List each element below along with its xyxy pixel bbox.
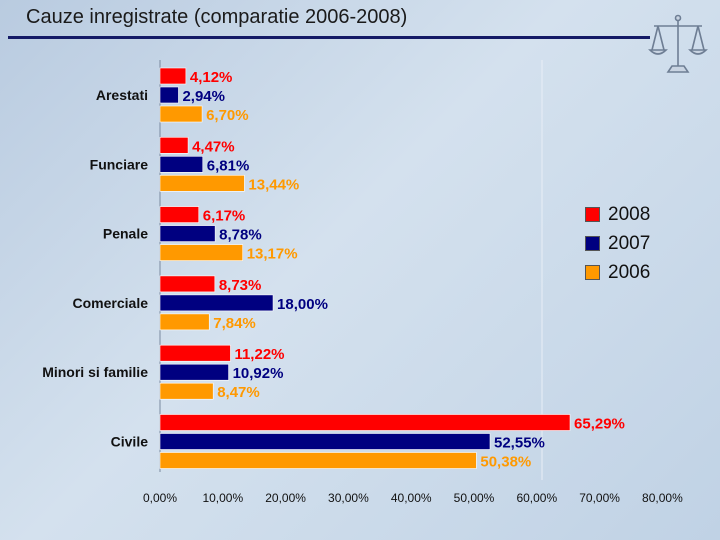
data-label: 13,17% xyxy=(247,246,298,263)
category-label: Arestati xyxy=(96,87,148,103)
bar-2008 xyxy=(159,137,189,154)
data-label: 11,22% xyxy=(234,346,284,363)
bar-2008 xyxy=(159,344,231,362)
data-label: 6,70% xyxy=(206,107,249,124)
legend-item-2006: 2006 xyxy=(585,258,650,287)
bar-2006 xyxy=(159,244,244,261)
data-label: 10,92% xyxy=(233,365,284,382)
x-tick-label: 70,00% xyxy=(579,491,620,505)
x-tick-label: 20,00% xyxy=(265,491,306,505)
title-underline xyxy=(8,36,650,39)
data-label: 4,47% xyxy=(192,138,235,155)
bar-2006 xyxy=(159,382,214,400)
data-label: 2,94% xyxy=(182,88,225,105)
bar-2006 xyxy=(159,313,210,331)
bar-2006 xyxy=(159,175,245,192)
x-tick-label: 50,00% xyxy=(454,491,495,505)
bar-2008 xyxy=(159,275,216,293)
x-tick-label: 30,00% xyxy=(328,491,369,505)
bar-2006 xyxy=(159,105,203,123)
data-label: 6,81% xyxy=(207,157,250,174)
legend-item-2008: 2008 xyxy=(585,200,650,229)
category-label: Funciare xyxy=(90,156,149,172)
bar-2008 xyxy=(159,414,571,431)
x-tick-label: 80,00% xyxy=(642,491,683,505)
bar-2007 xyxy=(159,225,216,242)
x-tick-label: 10,00% xyxy=(202,491,243,505)
bar-2008 xyxy=(159,67,187,85)
scales-of-justice-icon xyxy=(648,14,708,73)
bar-2007 xyxy=(159,156,204,173)
data-label: 8,78% xyxy=(219,227,262,244)
bar-2007 xyxy=(159,363,229,381)
data-label: 8,73% xyxy=(219,277,262,294)
data-label: 13,44% xyxy=(248,176,299,193)
data-label: 4,12% xyxy=(190,69,233,86)
bar-2006 xyxy=(159,452,477,469)
legend-label: 2007 xyxy=(608,232,651,254)
data-label: 50,38% xyxy=(480,454,531,471)
data-label: 8,47% xyxy=(217,384,260,401)
category-label: Comerciale xyxy=(73,295,149,311)
page-title: Cauze inregistrate (comparatie 2006-2008… xyxy=(26,6,408,28)
legend-label: 2008 xyxy=(608,203,651,225)
bar-2008 xyxy=(159,206,200,223)
x-tick-label: 60,00% xyxy=(516,491,557,505)
data-label: 7,84% xyxy=(213,315,256,332)
category-label: Penale xyxy=(103,226,148,242)
legend-label: 2006 xyxy=(608,261,651,283)
data-label: 65,29% xyxy=(574,416,625,433)
data-label: 52,55% xyxy=(494,435,545,452)
legend-swatch xyxy=(585,207,600,222)
data-label: 6,17% xyxy=(203,208,246,225)
legend-item-2007: 2007 xyxy=(585,229,650,258)
bar-2007 xyxy=(159,294,274,312)
legend-swatch xyxy=(585,265,600,280)
bar-2007 xyxy=(159,433,491,450)
x-tick-label: 0,00% xyxy=(143,491,177,505)
category-label: Civile xyxy=(111,434,149,450)
category-label: Minori si familie xyxy=(42,364,148,380)
bar-2007 xyxy=(159,86,179,104)
data-label: 18,00% xyxy=(277,296,328,313)
chart-legend: 2008 2007 2006 xyxy=(585,200,650,287)
legend-swatch xyxy=(585,236,600,251)
x-tick-label: 40,00% xyxy=(391,491,432,505)
